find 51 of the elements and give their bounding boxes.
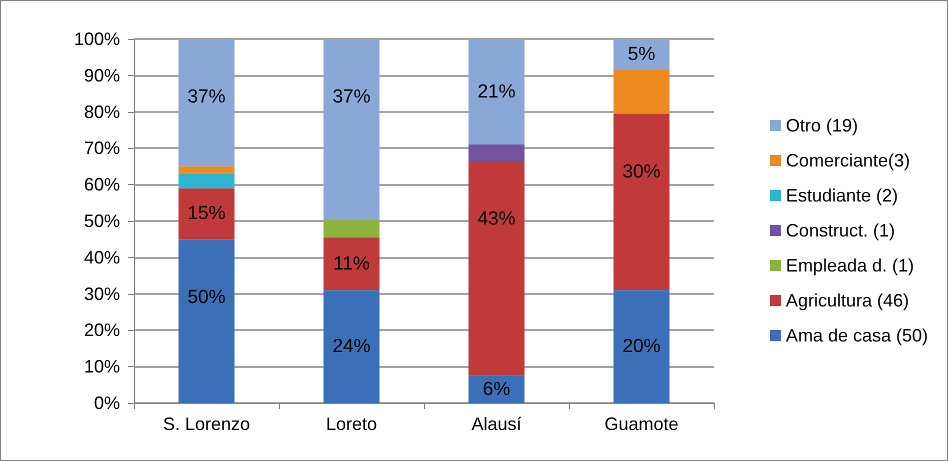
bar xyxy=(178,174,234,188)
annotation: 5% xyxy=(628,44,656,65)
annotation: 21% xyxy=(477,81,516,102)
legend-label: Estudiante (2) xyxy=(786,186,898,206)
y-tick-label: 20% xyxy=(84,320,120,340)
annotation: 43% xyxy=(477,208,516,230)
x-tick-label: Guamote xyxy=(604,414,679,434)
annotation: 20% xyxy=(622,336,661,358)
bar xyxy=(324,237,380,290)
y-tick-label: 80% xyxy=(84,102,120,122)
y-tick-label: 0% xyxy=(94,393,120,413)
y-tick-label: 40% xyxy=(84,247,120,268)
x-tick-label: S. Lorenzo xyxy=(162,414,250,434)
bar xyxy=(468,144,524,161)
y-tick-label: 30% xyxy=(84,284,120,304)
annotation: 24% xyxy=(332,336,371,358)
y-tick-label: 10% xyxy=(84,356,120,377)
annotation: 15% xyxy=(187,203,226,224)
legend-label: Agricultura (46) xyxy=(786,290,909,310)
annotation: 37% xyxy=(332,86,371,108)
bar xyxy=(324,290,380,403)
annotation: 30% xyxy=(622,161,661,182)
bar xyxy=(324,39,380,220)
legend-label: Construct. (1) xyxy=(786,220,895,240)
y-tick-label: 70% xyxy=(84,138,120,158)
bar xyxy=(178,239,234,403)
annotation: 11% xyxy=(333,253,370,274)
annotation: 50% xyxy=(187,286,226,308)
bar xyxy=(178,188,234,240)
legend-label: Ama de casa (50) xyxy=(786,326,928,346)
y-tick-label: 60% xyxy=(84,174,120,195)
x-tick-label: Loreto xyxy=(326,414,378,434)
bar xyxy=(468,376,524,403)
y-tick-label: 50% xyxy=(84,211,120,231)
x-tick-label: Alausí xyxy=(471,414,522,434)
legend-label: Empleada d. (1) xyxy=(786,256,914,276)
bar xyxy=(614,39,670,70)
bar xyxy=(614,290,670,403)
legend-label: Comerciante(3) xyxy=(786,150,910,170)
annotation: 6% xyxy=(482,378,510,400)
bar xyxy=(614,70,670,114)
bar xyxy=(324,219,380,238)
bar xyxy=(178,39,234,166)
bar xyxy=(614,114,670,290)
bar xyxy=(468,39,524,145)
y-tick-label: 100% xyxy=(74,29,120,49)
legend-label: Otro (19) xyxy=(786,116,858,136)
y-tick-label: 90% xyxy=(84,65,120,86)
bar xyxy=(178,166,234,174)
annotation: 37% xyxy=(187,86,226,108)
bar xyxy=(468,160,524,376)
